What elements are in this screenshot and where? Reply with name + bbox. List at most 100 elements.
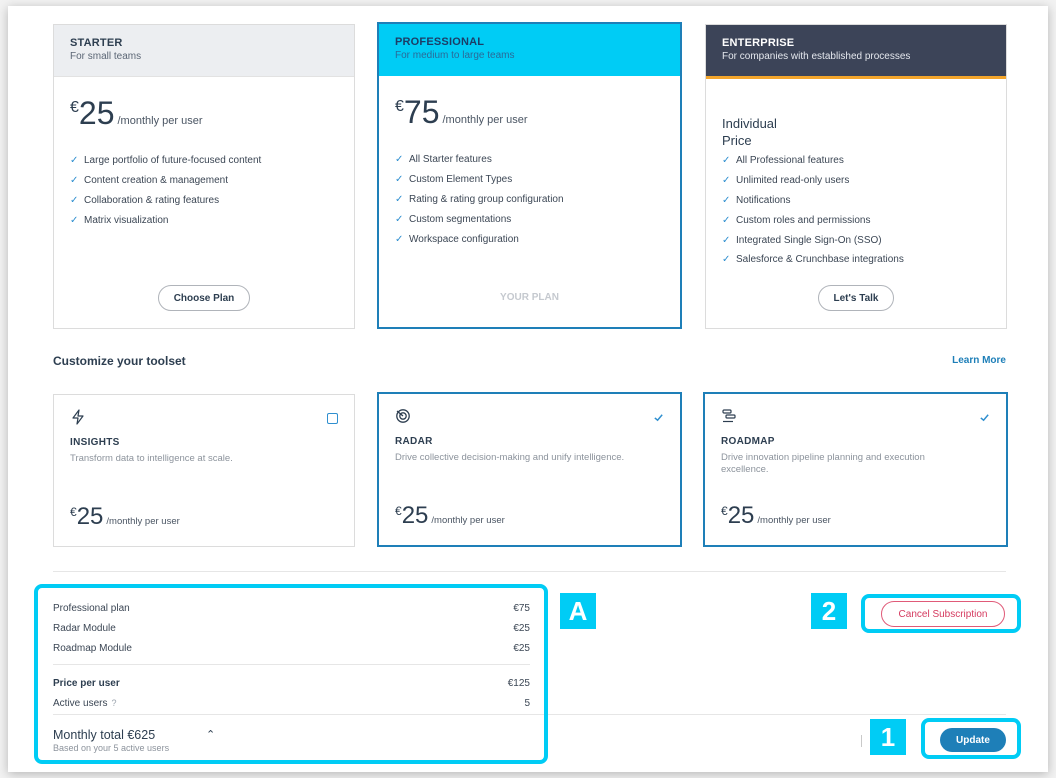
- plan-header: ENTERPRISE For companies with establishe…: [706, 25, 1006, 79]
- feature-item: ✓ Rating & rating group configuration: [395, 190, 564, 210]
- feature-item: ✓ All Starter features: [395, 150, 564, 170]
- plan-header: PROFESSIONAL For medium to large teams: [379, 24, 680, 76]
- summary-label: Price per user: [53, 677, 120, 689]
- learn-more-link[interactable]: Learn More: [952, 355, 1006, 366]
- module-card-roadmap[interactable]: ROADMAP Drive innovation pipeline planni…: [703, 392, 1008, 547]
- cancel-subscription-button[interactable]: Cancel Subscription: [881, 601, 1005, 627]
- check-icon: ✓: [395, 213, 404, 225]
- feature-item: ✓ Integrated Single Sign-On (SSO): [722, 230, 904, 250]
- module-name: ROADMAP: [721, 436, 775, 447]
- feature-text: Unlimited read-only users: [736, 175, 850, 187]
- feature-text: Content creation & management: [84, 175, 228, 187]
- feature-text: Custom segmentations: [409, 213, 512, 225]
- check-icon: ✓: [722, 155, 731, 167]
- plan-subtitle: For medium to large teams: [395, 50, 515, 61]
- summary-label: Active users: [53, 697, 108, 709]
- feature-item: ✓ Content creation & management: [70, 171, 261, 191]
- checkmark-icon[interactable]: [653, 412, 664, 423]
- plan-name: ENTERPRISE: [722, 37, 795, 49]
- plan-name: STARTER: [70, 37, 123, 49]
- price-per-user-row: Price per user €125: [53, 673, 530, 693]
- bolt-icon: [72, 409, 84, 425]
- feature-text: Workspace configuration: [409, 233, 519, 245]
- price-amount: 25: [727, 502, 755, 529]
- lets-talk-button[interactable]: Let's Talk: [818, 285, 894, 311]
- price-amount: 25: [401, 502, 429, 529]
- choose-plan-button[interactable]: Choose Plan: [158, 285, 250, 311]
- radar-icon: [396, 409, 410, 423]
- plan-card-enterprise: ENTERPRISE For companies with establishe…: [705, 24, 1007, 329]
- module-description: Transform data to intelligence at scale.: [70, 453, 233, 464]
- feature-list: ✓ All Professional features ✓ Unlimited re…: [722, 151, 904, 270]
- module-price: €25/monthly per user: [395, 502, 505, 530]
- annotation-label-a: A: [560, 593, 596, 629]
- plan-price: €25/monthly per user: [70, 95, 202, 132]
- summary-value: €125: [507, 677, 530, 689]
- check-icon: ✓: [70, 214, 79, 226]
- summary-divider: [53, 664, 530, 665]
- feature-text: Custom roles and permissions: [736, 214, 871, 226]
- module-card-radar[interactable]: RADAR Drive collective decision-making a…: [377, 392, 682, 547]
- feature-item: ✓ Matrix visualization: [70, 210, 261, 230]
- feature-item: ✓ Custom segmentations: [395, 209, 564, 229]
- check-icon: ✓: [70, 155, 79, 167]
- feature-list: ✓ All Starter features ✓ Custom Element Ty…: [395, 150, 564, 249]
- price-amount: 75: [403, 94, 440, 130]
- feature-text: Matrix visualization: [84, 214, 169, 226]
- module-checkbox[interactable]: [327, 413, 338, 424]
- price-currency: €: [70, 505, 77, 519]
- check-icon: ✓: [722, 214, 731, 226]
- summary-label: Roadmap Module: [53, 642, 132, 654]
- feature-text: All Professional features: [736, 155, 844, 167]
- price-currency: €: [70, 99, 79, 116]
- summary-value: €25: [513, 642, 530, 654]
- plan-subtitle: For companies with established processes: [722, 51, 911, 62]
- feature-text: Custom Element Types: [409, 174, 513, 186]
- feature-text: Large portfolio of future-focused conten…: [84, 155, 262, 167]
- roadmap-icon: [722, 409, 736, 423]
- checkmark-icon[interactable]: [979, 412, 990, 423]
- feature-item: ✓ Custom roles and permissions: [722, 210, 904, 230]
- summary-row: Radar Module €25: [53, 618, 530, 638]
- summary-label: Professional plan: [53, 602, 130, 614]
- check-icon: ✓: [70, 175, 79, 187]
- price-amount: 25: [78, 95, 115, 131]
- check-icon: ✓: [70, 194, 79, 206]
- monthly-total: Monthly total €625: [53, 728, 156, 742]
- module-description: Drive innovation pipeline planning and e…: [721, 452, 925, 475]
- feature-item: ✓ All Professional features: [722, 151, 904, 171]
- plan-subtitle: For small teams: [70, 51, 142, 62]
- feature-text: Salesforce & Crunchbase integrations: [736, 254, 904, 266]
- info-icon[interactable]: ?: [111, 697, 117, 708]
- check-icon: ✓: [395, 174, 404, 186]
- feature-text: All Starter features: [409, 154, 492, 166]
- individual-price-line: Individual: [722, 116, 777, 131]
- summary-value: €75: [513, 602, 530, 614]
- module-name: INSIGHTS: [70, 437, 120, 448]
- update-button[interactable]: Update: [940, 728, 1006, 752]
- feature-text: Notifications: [736, 194, 791, 206]
- check-icon: ✓: [395, 193, 404, 205]
- feature-item: ✓ Salesforce & Crunchbase integrations: [722, 250, 904, 270]
- feature-item: ✓ Custom Element Types: [395, 170, 564, 190]
- check-icon: ✓: [722, 254, 731, 266]
- feature-item: ✓ Workspace configuration: [395, 229, 564, 249]
- check-icon: ✓: [722, 175, 731, 187]
- section-title: Customize your toolset: [53, 354, 186, 368]
- summary-row: Professional plan €75: [53, 598, 530, 618]
- feature-text: Integrated Single Sign-On (SSO): [736, 234, 882, 246]
- feature-item: ✓ Notifications: [722, 191, 904, 211]
- order-summary: Professional plan €75 Radar Module €25 Roa…: [53, 598, 530, 713]
- module-card-insights[interactable]: INSIGHTS Transform data to intelligence …: [53, 394, 355, 547]
- highlight-summary: [34, 584, 548, 764]
- check-icon: ✓: [395, 233, 404, 245]
- chevron-up-icon[interactable]: ⌃: [206, 729, 216, 741]
- feature-text: Rating & rating group configuration: [409, 193, 564, 205]
- highlight-update: [921, 718, 1021, 759]
- price-amount: 25: [76, 503, 104, 530]
- footer-separator: [861, 735, 862, 747]
- monthly-total-note: Based on your 5 active users: [53, 743, 170, 753]
- section-divider: [53, 571, 1006, 572]
- check-icon: ✓: [395, 154, 404, 166]
- annotation-label-1: 1: [870, 719, 906, 755]
